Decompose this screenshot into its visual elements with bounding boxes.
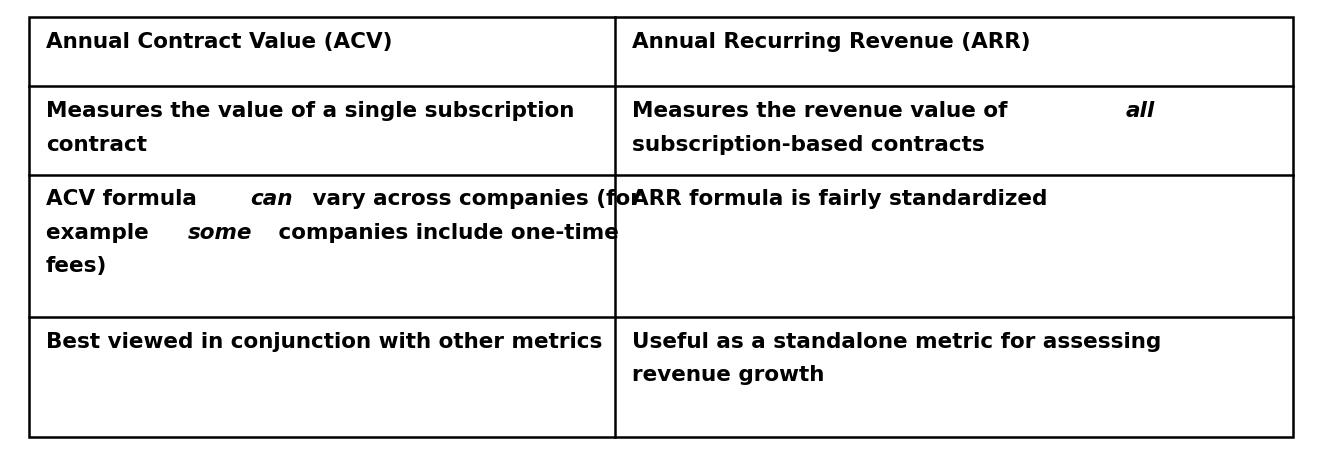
Text: Measures the value of a single subscription: Measures the value of a single subscript…	[46, 101, 574, 121]
Text: vary across companies (for: vary across companies (for	[305, 189, 641, 209]
Text: some: some	[188, 222, 253, 242]
Text: Best viewed in conjunction with other metrics: Best viewed in conjunction with other me…	[46, 331, 602, 351]
Text: revenue growth: revenue growth	[632, 364, 824, 384]
Text: Annual Contract Value (ACV): Annual Contract Value (ACV)	[46, 32, 393, 52]
Text: contract: contract	[46, 134, 147, 154]
Text: example: example	[46, 222, 156, 242]
Text: all: all	[1126, 101, 1155, 121]
Text: Measures the revenue value of: Measures the revenue value of	[632, 101, 1014, 121]
Text: ACV formula: ACV formula	[46, 189, 204, 209]
Text: can: can	[250, 189, 292, 209]
Text: subscription-based contracts: subscription-based contracts	[632, 134, 985, 154]
Text: fees): fees)	[46, 256, 107, 276]
Text: Annual Recurring Revenue (ARR): Annual Recurring Revenue (ARR)	[632, 32, 1030, 52]
Text: Useful as a standalone metric for assessing: Useful as a standalone metric for assess…	[632, 331, 1161, 351]
Text: companies include one-time: companies include one-time	[271, 222, 619, 242]
Text: ARR formula is fairly standardized: ARR formula is fairly standardized	[632, 189, 1047, 209]
